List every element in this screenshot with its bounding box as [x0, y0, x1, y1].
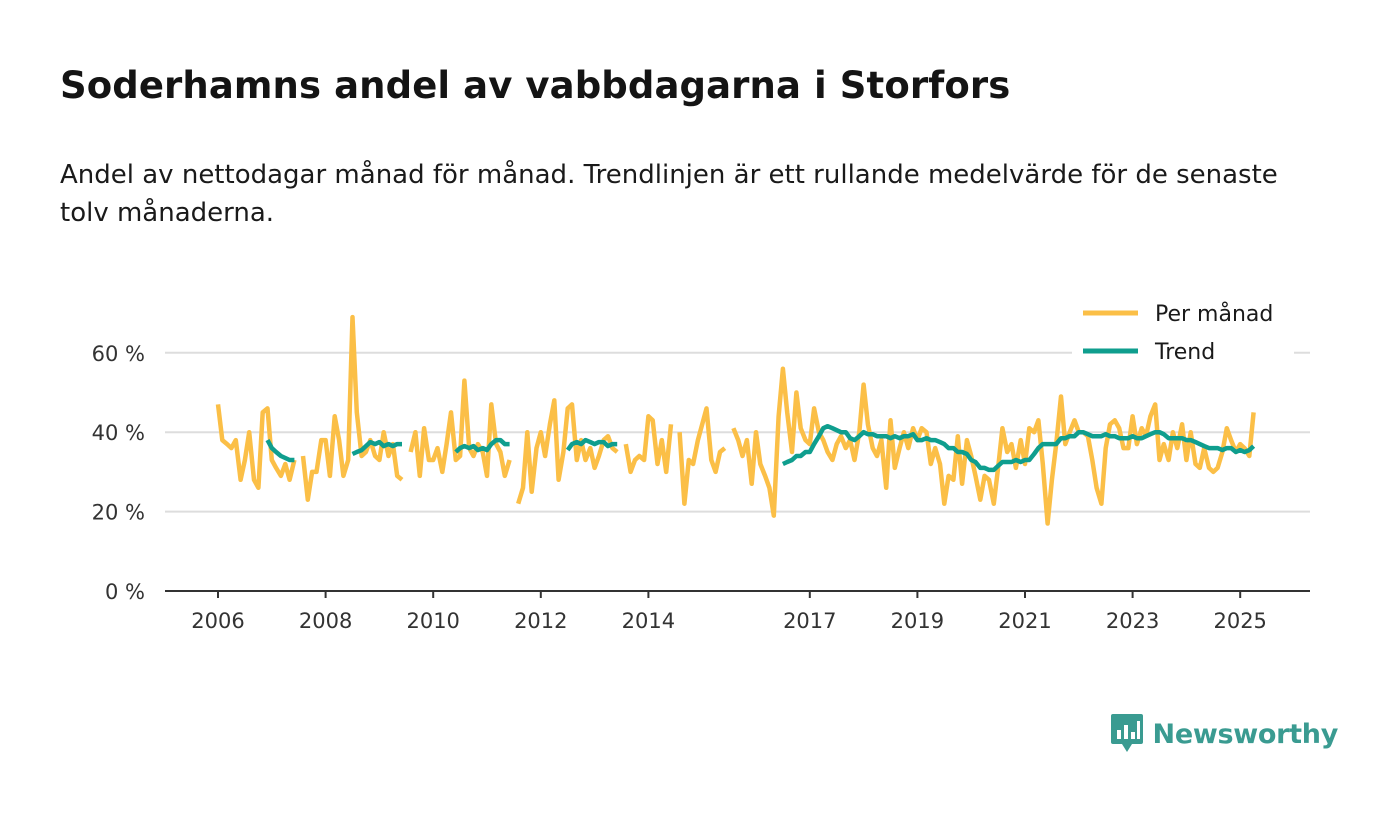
monthly-line-segment-2 — [408, 378, 512, 479]
legend-label-per-manad: Per månad — [1155, 301, 1273, 327]
y-axis-labels: 0 % 20 % 40 % 60 % — [92, 342, 145, 604]
newsworthy-brand: Newsworthy — [1110, 712, 1338, 756]
logo-bar-3 — [1130, 732, 1135, 739]
monthly-line-segment-4 — [623, 414, 674, 475]
logo-bar-4 — [1136, 721, 1140, 739]
x-axis-labels: 2006 2008 2010 2012 2014 2017 2019 2021 2023 2025 — [191, 591, 1267, 633]
trend-line-segment-1 — [351, 439, 402, 457]
series-lines — [215, 314, 1256, 526]
page-subtitle: Andel av nettodagar månad för månad. Tre… — [60, 160, 1278, 228]
newsworthy-logo-icon — [1110, 714, 1143, 752]
x-tick-label: 2006 — [191, 609, 244, 633]
trend-line-segment-2 — [454, 437, 510, 454]
x-tick-label: 2017 — [783, 609, 836, 633]
x-tick-label: 2025 — [1213, 609, 1266, 633]
x-tick-label: 2019 — [891, 609, 944, 633]
line-chart: 0 % 20 % 40 % 60 % 2006 2008 2010 2012 2014 2017… — [91, 298, 1310, 633]
brand-name: Newsworthy — [1152, 718, 1339, 750]
monthly-line-segment-5 — [677, 406, 727, 506]
x-tick-label: 2012 — [514, 609, 567, 633]
y-tick-label: 60 % — [92, 342, 145, 366]
logo-bar-1 — [1116, 730, 1121, 739]
legend-label-trend: Trend — [1154, 340, 1215, 365]
logo-bar-2 — [1123, 725, 1128, 739]
series-trend — [265, 423, 1256, 473]
x-tick-label: 2021 — [998, 609, 1051, 633]
legend-background — [1072, 298, 1294, 366]
page-title: Soderhamns andel av vabbdagarna i Storfo… — [60, 64, 1011, 107]
monthly-line-segment-0 — [215, 404, 297, 491]
x-tick-label: 2010 — [406, 609, 459, 633]
y-tick-label: 40 % — [92, 421, 145, 445]
x-tick-label: 2014 — [622, 609, 675, 633]
legend: Per månad Trend — [1072, 298, 1294, 366]
x-tick-label: 2023 — [1106, 609, 1159, 633]
trend-line-segment-3 — [565, 437, 618, 452]
trend-line-segment-4 — [781, 423, 1256, 473]
trend-line-segment-0 — [265, 439, 295, 463]
monthly-line-segment-3 — [516, 398, 619, 505]
monthly-line-segment-1 — [300, 314, 404, 502]
y-tick-label: 20 % — [92, 501, 145, 525]
y-tick-label: 0 % — [105, 580, 145, 604]
x-tick-label: 2008 — [299, 609, 352, 633]
